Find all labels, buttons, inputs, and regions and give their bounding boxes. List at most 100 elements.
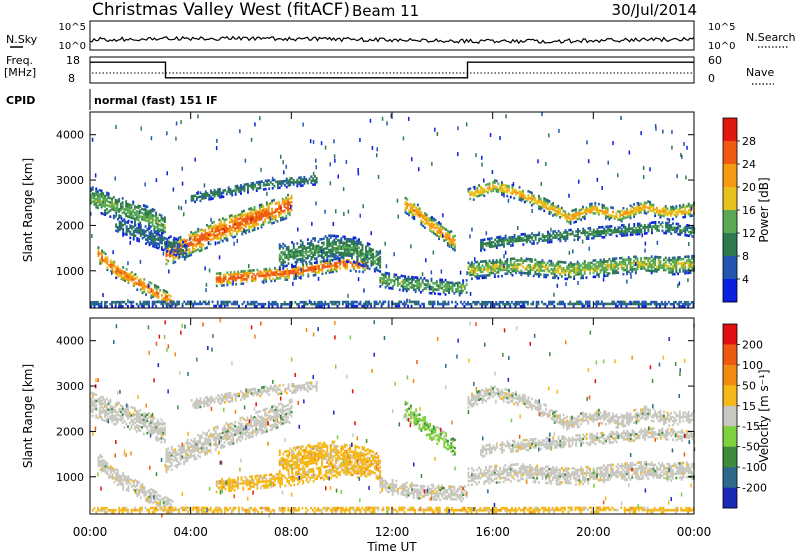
power-cell: [476, 260, 479, 264]
power-cell: [553, 276, 556, 280]
power-noise: [283, 170, 285, 175]
power-cell: [234, 221, 237, 224]
power-cell: [287, 181, 290, 185]
power-cell: [180, 252, 183, 255]
power-cell: [654, 263, 657, 267]
power-cell: [434, 226, 437, 230]
power-noise: [475, 153, 477, 158]
power-cell: [505, 303, 508, 306]
power-cell: [468, 302, 471, 306]
power-cell: [411, 210, 414, 213]
power-cell: [278, 203, 281, 206]
power-cell: [406, 212, 409, 215]
power-noise: [115, 212, 118, 216]
power-cell: [342, 264, 345, 268]
power-cell: [141, 304, 143, 308]
power-cell: [153, 208, 156, 212]
power-cell: [102, 202, 105, 206]
power-cell: [260, 215, 263, 219]
power-cell: [131, 279, 133, 282]
power-cell: [497, 269, 500, 272]
power-cell: [303, 255, 306, 258]
power-cell: [299, 184, 302, 188]
power-cell: [518, 198, 521, 201]
power-cell: [326, 247, 329, 250]
power-cell: [634, 212, 637, 216]
power-cell: [244, 213, 247, 216]
power-cell: [624, 258, 627, 262]
power-cell: [265, 267, 268, 271]
power-cell: [97, 190, 99, 193]
power-cell: [99, 260, 102, 263]
power-cell: [271, 183, 274, 186]
power-cell: [239, 215, 242, 218]
power-cell: [444, 285, 447, 288]
power-cell: [90, 303, 92, 306]
power-cell: [162, 300, 165, 304]
power-cell: [220, 228, 222, 231]
power-cell: [318, 264, 320, 268]
power-cell: [352, 300, 355, 304]
power-cell: [398, 304, 401, 308]
power-cell: [267, 300, 270, 304]
power-noise: [390, 113, 392, 118]
power-cell: [310, 175, 313, 178]
power-cell: [314, 239, 316, 242]
power-cell: [282, 303, 284, 306]
power-cell: [95, 189, 98, 193]
power-cell: [152, 242, 155, 246]
power-cell: [151, 224, 154, 227]
power-cell: [434, 282, 436, 285]
power-cell: [485, 259, 487, 263]
power-noise: [688, 242, 690, 247]
power-cell: [393, 283, 396, 287]
power-cell: [326, 255, 329, 258]
power-cell: [476, 195, 479, 198]
power-cell: [418, 278, 421, 282]
power-cell: [613, 300, 616, 304]
power-cell: [438, 221, 440, 224]
power-cell: [384, 282, 387, 285]
power-cell: [173, 238, 176, 242]
power-cell: [177, 250, 180, 254]
power-cell: [589, 207, 591, 210]
power-cell: [234, 302, 237, 306]
power-cell: [215, 278, 218, 282]
power-cell: [483, 194, 486, 198]
power-cell: [599, 258, 602, 262]
power-cell: [329, 234, 332, 237]
power-cell: [377, 251, 380, 254]
power-noise: [626, 279, 628, 284]
power-cell: [192, 198, 195, 202]
power-cell: [155, 304, 158, 308]
power-cell: [539, 263, 542, 266]
power-cell: [115, 225, 118, 228]
power-cell: [596, 269, 598, 272]
power-cell: [104, 197, 106, 200]
power-cell: [555, 214, 558, 217]
power-cell: [615, 257, 618, 260]
power-cell: [689, 204, 692, 208]
power-cell: [280, 184, 283, 187]
power-cell: [438, 237, 440, 241]
power-cell: [594, 201, 597, 205]
power-cell: [449, 287, 452, 291]
power-cell: [288, 213, 291, 217]
power-cell: [146, 236, 149, 240]
power-cell: [545, 265, 547, 269]
power-cell: [98, 305, 101, 308]
power-cell: [325, 261, 327, 265]
power-cell: [146, 240, 149, 244]
power-cell: [236, 230, 238, 234]
power-cell: [501, 237, 504, 240]
power-cell: [511, 188, 514, 191]
power-cell: [174, 302, 177, 306]
power-cell: [243, 189, 246, 193]
power-noise: [556, 283, 559, 288]
power-cell: [282, 270, 285, 273]
power-cell: [691, 257, 694, 260]
power-cell: [141, 232, 144, 236]
power-cell: [105, 300, 108, 304]
power-cell: [591, 232, 593, 236]
power-cell: [202, 235, 205, 239]
